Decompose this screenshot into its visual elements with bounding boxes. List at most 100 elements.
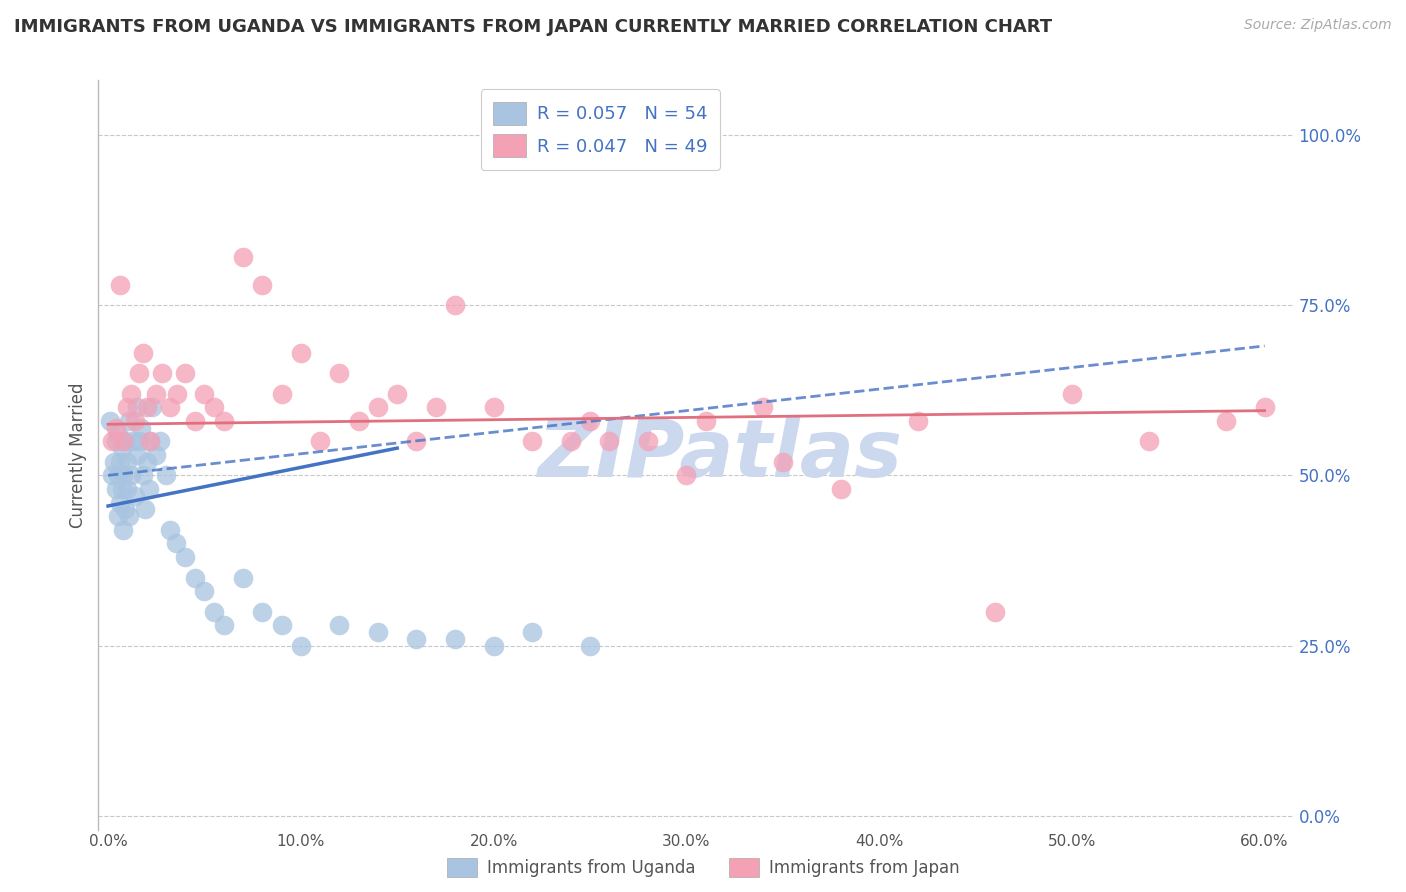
Point: [118, 414, 141, 428]
Point: [155, 468, 177, 483]
Point: [1253, 401, 1275, 415]
Point: [134, 502, 156, 516]
Point: [482, 639, 505, 653]
Point: [252, 277, 274, 292]
Point: [118, 509, 141, 524]
Point: [135, 455, 157, 469]
Point: [270, 618, 292, 632]
Point: [159, 401, 181, 415]
Point: [367, 625, 389, 640]
Point: [695, 414, 717, 428]
Point: [139, 434, 162, 449]
Point: [149, 434, 172, 449]
Point: [328, 618, 350, 632]
Point: [112, 434, 135, 449]
Point: [202, 401, 225, 415]
Point: [290, 345, 312, 359]
Point: [117, 401, 139, 415]
Point: [252, 605, 274, 619]
Point: [984, 605, 1007, 619]
Point: [101, 434, 124, 449]
Point: [104, 420, 127, 434]
Text: IMMIGRANTS FROM UGANDA VS IMMIGRANTS FROM JAPAN CURRENTLY MARRIED CORRELATION CH: IMMIGRANTS FROM UGANDA VS IMMIGRANTS FRO…: [14, 18, 1052, 36]
Point: [110, 441, 132, 455]
Point: [165, 536, 187, 550]
Point: [184, 570, 207, 584]
Point: [367, 401, 389, 415]
Point: [132, 468, 155, 483]
Point: [129, 420, 152, 434]
Point: [112, 523, 135, 537]
Point: [104, 482, 127, 496]
Y-axis label: Currently Married: Currently Married: [69, 382, 87, 528]
Text: ZIPatlas: ZIPatlas: [537, 416, 903, 494]
Point: [98, 414, 121, 428]
Point: [560, 434, 582, 449]
Point: [117, 482, 139, 496]
Point: [139, 434, 162, 449]
Point: [347, 414, 370, 428]
Point: [120, 468, 142, 483]
Point: [125, 401, 148, 415]
Point: [108, 277, 131, 292]
Point: [270, 386, 292, 401]
Point: [145, 386, 167, 401]
Point: [166, 386, 188, 401]
Legend: Immigrants from Uganda, Immigrants from Japan: Immigrants from Uganda, Immigrants from …: [440, 851, 966, 884]
Point: [124, 414, 146, 428]
Point: [107, 427, 129, 442]
Point: [120, 386, 142, 401]
Point: [128, 366, 150, 380]
Point: [212, 618, 235, 632]
Point: [138, 482, 160, 496]
Point: [444, 632, 467, 646]
Point: [772, 455, 794, 469]
Point: [212, 414, 235, 428]
Point: [141, 401, 163, 415]
Point: [122, 434, 145, 449]
Point: [675, 468, 697, 483]
Point: [328, 366, 350, 380]
Point: [1215, 414, 1237, 428]
Point: [104, 434, 127, 449]
Point: [135, 401, 157, 415]
Point: [103, 455, 125, 469]
Point: [520, 434, 543, 449]
Point: [232, 570, 254, 584]
Point: [107, 468, 129, 483]
Point: [159, 523, 181, 537]
Point: [637, 434, 659, 449]
Point: [114, 502, 136, 516]
Point: [184, 414, 207, 428]
Text: Source: ZipAtlas.com: Source: ZipAtlas.com: [1244, 18, 1392, 32]
Point: [405, 632, 427, 646]
Point: [124, 489, 146, 503]
Point: [405, 434, 427, 449]
Point: [150, 366, 173, 380]
Point: [108, 455, 131, 469]
Point: [174, 366, 197, 380]
Point: [174, 550, 197, 565]
Point: [232, 251, 254, 265]
Point: [482, 401, 505, 415]
Point: [101, 468, 124, 483]
Point: [444, 298, 467, 312]
Point: [830, 482, 852, 496]
Point: [125, 448, 148, 462]
Point: [202, 605, 225, 619]
Point: [132, 345, 155, 359]
Point: [579, 414, 602, 428]
Point: [1060, 386, 1083, 401]
Point: [193, 386, 215, 401]
Point: [598, 434, 620, 449]
Point: [579, 639, 602, 653]
Point: [1137, 434, 1160, 449]
Point: [128, 434, 150, 449]
Point: [112, 468, 135, 483]
Point: [107, 509, 129, 524]
Point: [290, 639, 312, 653]
Point: [110, 482, 132, 496]
Point: [385, 386, 409, 401]
Point: [193, 584, 215, 599]
Point: [907, 414, 929, 428]
